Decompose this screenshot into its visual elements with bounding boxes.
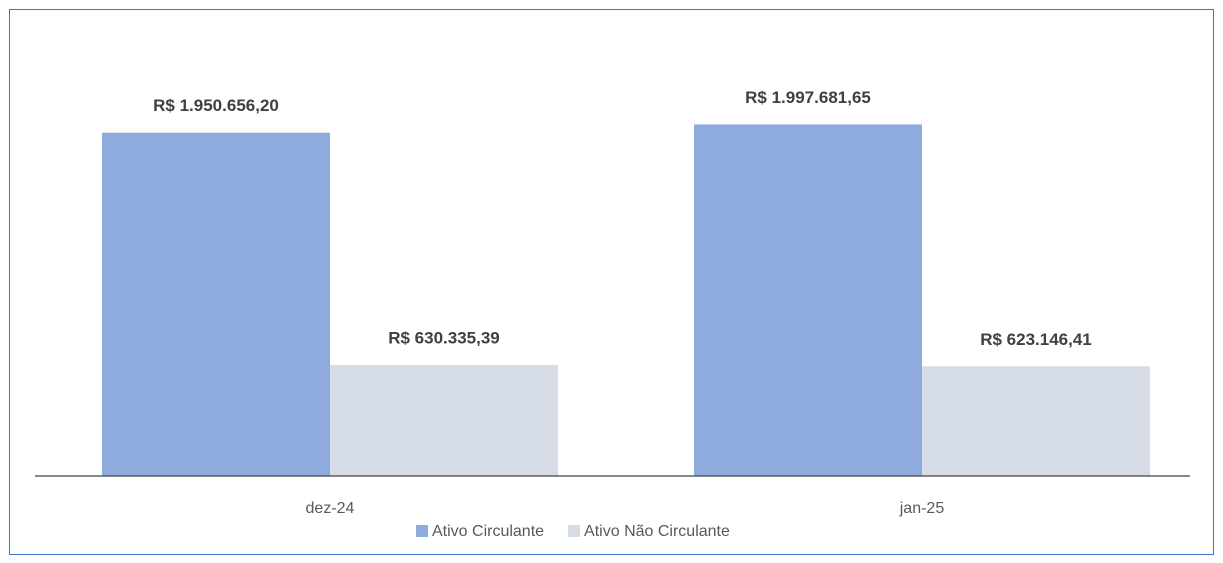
bar <box>330 365 558 476</box>
data-label: R$ 1.997.681,65 <box>745 88 871 107</box>
data-label: R$ 630.335,39 <box>388 329 500 348</box>
bar <box>102 132 330 476</box>
x-tick-label: jan-25 <box>899 500 945 517</box>
legend-swatch <box>416 525 428 537</box>
legend-swatch <box>568 525 581 537</box>
bar <box>922 366 1150 476</box>
bar <box>694 124 922 477</box>
legend-label: Ativo Não Circulante <box>584 523 730 540</box>
data-label: R$ 623.146,41 <box>980 330 1092 349</box>
legend-label: Ativo Circulante <box>432 523 544 540</box>
x-tick-label: dez-24 <box>306 500 355 517</box>
data-label: R$ 1.950.656,20 <box>153 96 279 115</box>
